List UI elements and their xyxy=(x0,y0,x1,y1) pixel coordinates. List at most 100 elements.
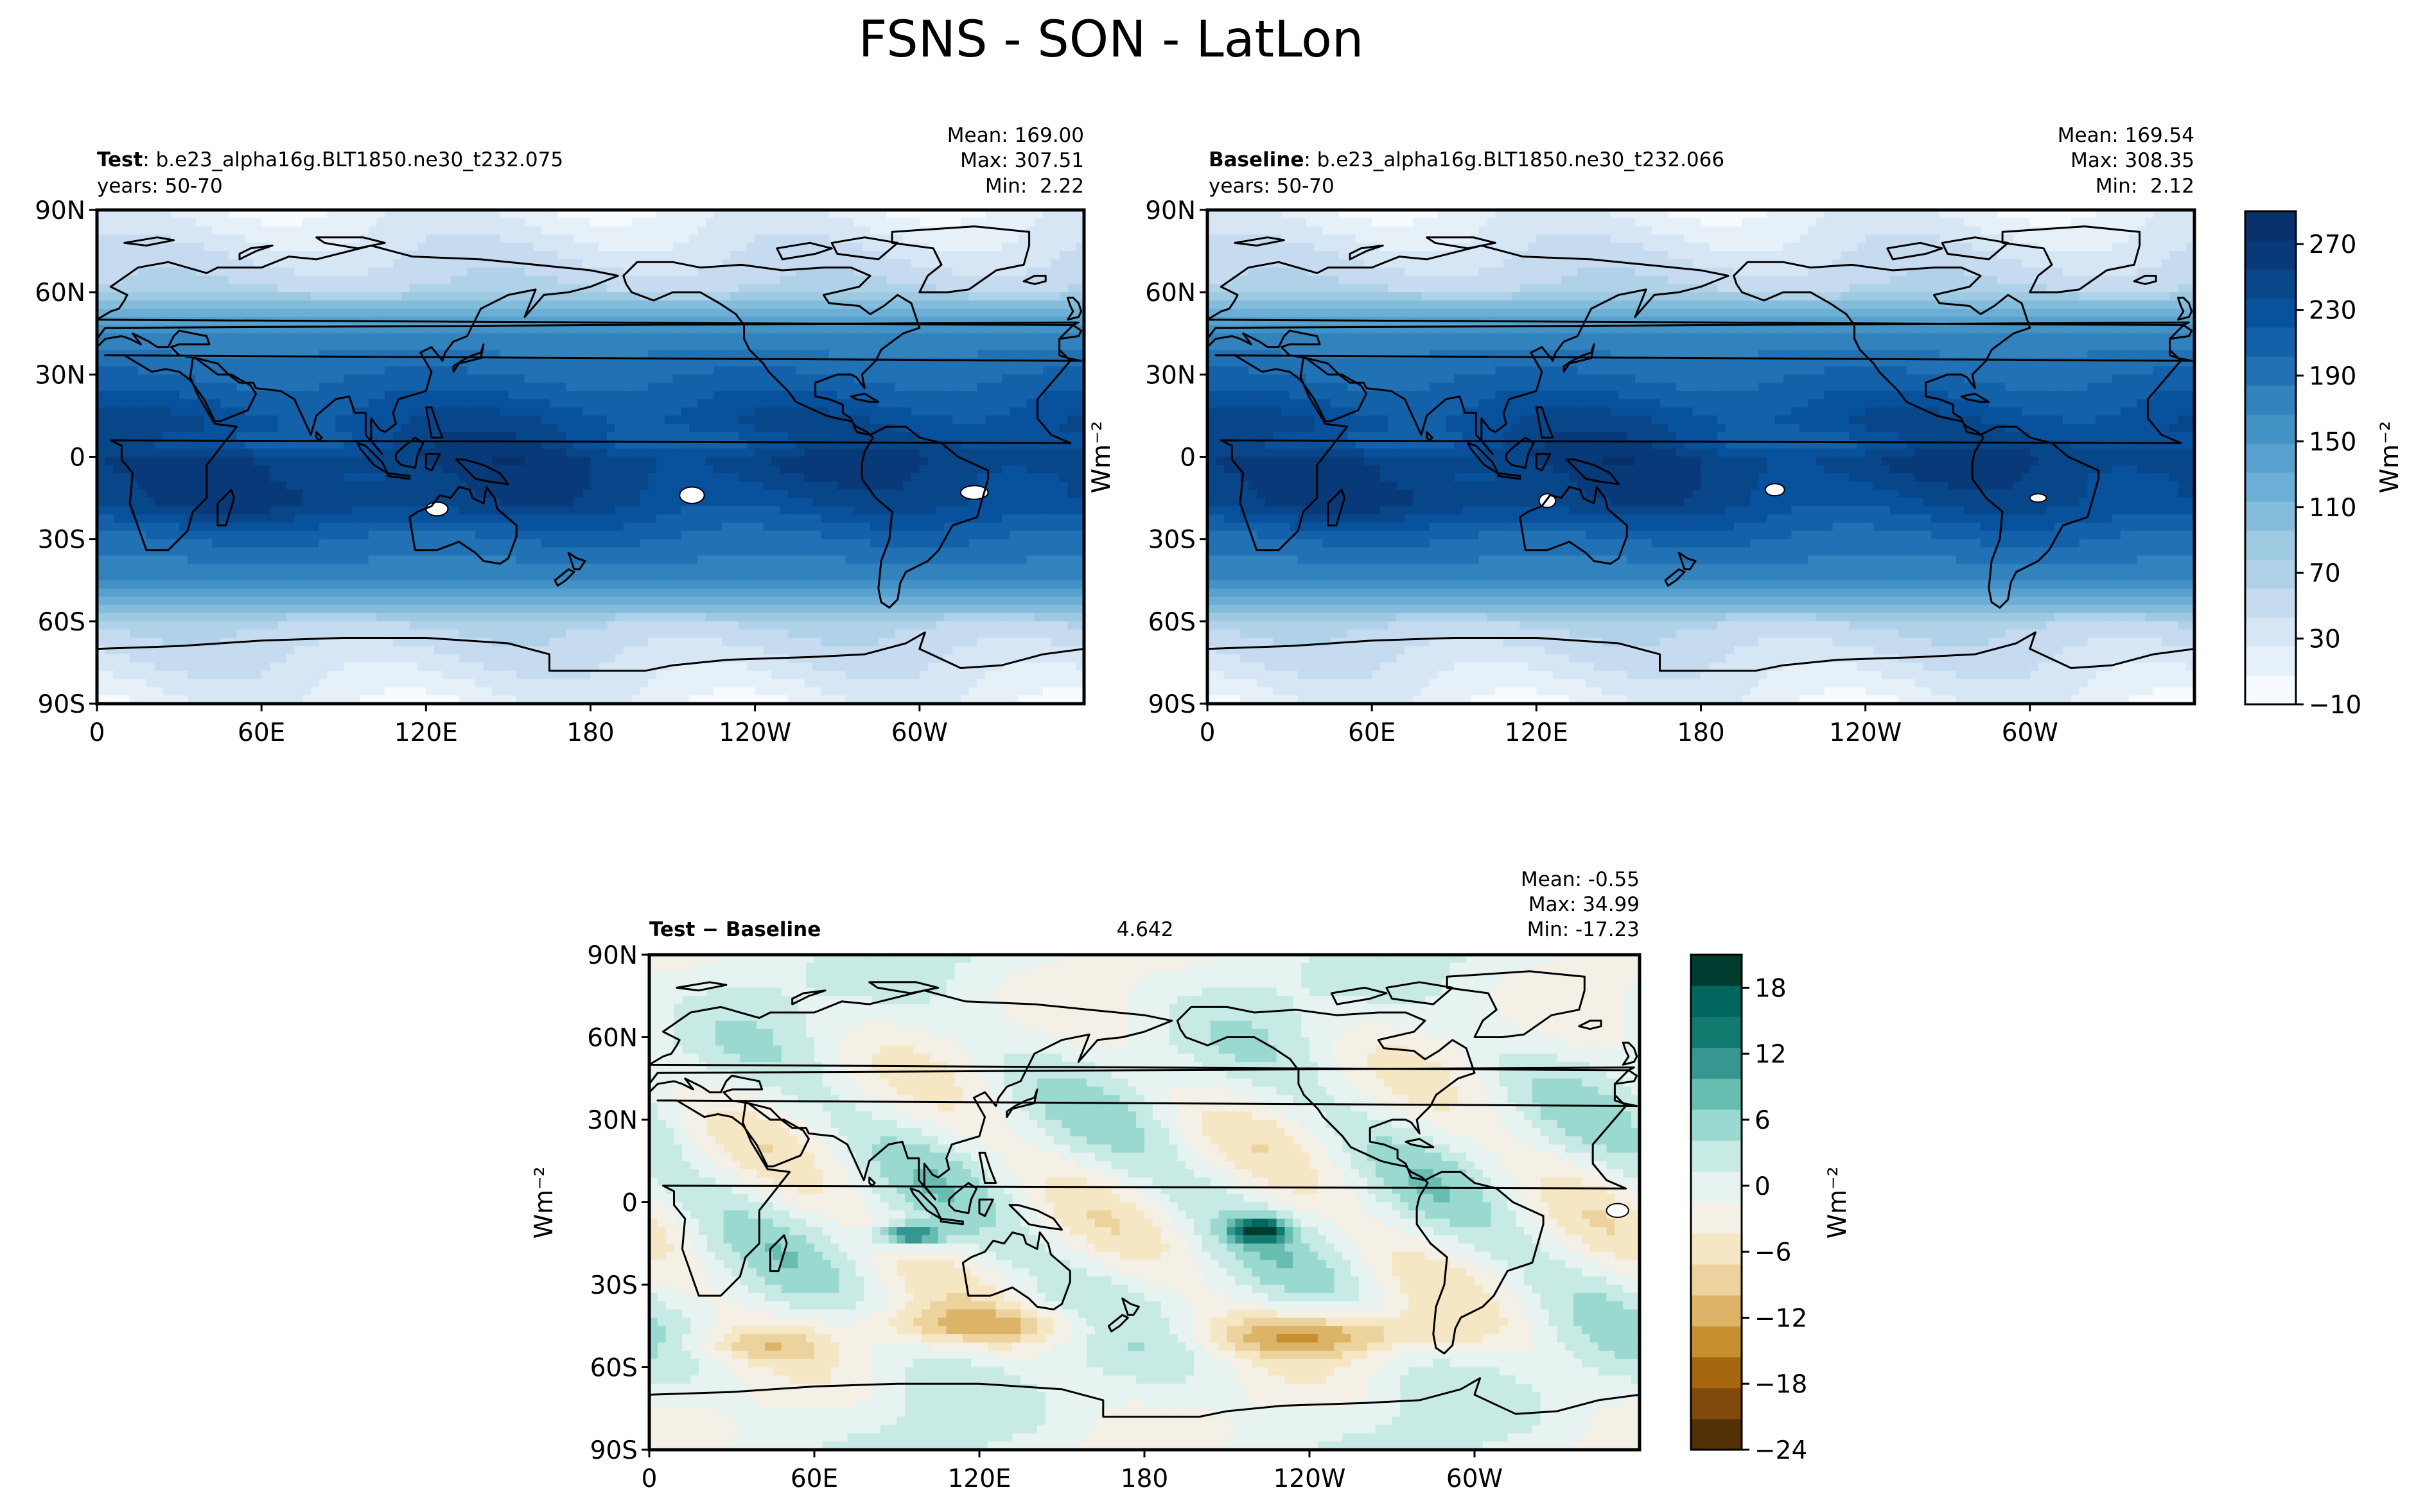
field-cell xyxy=(919,308,929,318)
field-cell xyxy=(1042,481,1052,491)
field-cell xyxy=(994,300,1002,309)
field-cell xyxy=(1067,498,1077,507)
field-cell xyxy=(573,390,583,400)
field-cell xyxy=(739,251,748,260)
field-cell xyxy=(261,489,270,499)
field-cell xyxy=(895,432,904,441)
field-cell xyxy=(573,506,583,516)
field-cell xyxy=(228,308,238,318)
field-cell xyxy=(739,243,748,252)
field-cell xyxy=(919,226,929,236)
field-cell xyxy=(672,349,682,359)
field-cell xyxy=(845,399,855,408)
field-cell xyxy=(261,473,270,482)
field-cell xyxy=(1026,325,1036,335)
field-cell xyxy=(623,399,633,408)
field-cell xyxy=(475,218,484,227)
field-cell xyxy=(796,539,805,548)
field-cell xyxy=(311,308,320,318)
field-cell xyxy=(113,349,123,359)
field-cell xyxy=(162,489,172,499)
field-cell xyxy=(269,390,279,400)
field-cell xyxy=(417,210,427,219)
field-cell xyxy=(1010,267,1019,277)
field-cell xyxy=(212,383,222,392)
field-cell xyxy=(837,226,846,236)
field-cell xyxy=(1026,465,1036,474)
field-cell xyxy=(689,210,698,219)
field-cell xyxy=(500,547,509,557)
field-cell xyxy=(936,489,945,499)
field-cell xyxy=(162,390,172,400)
field-cell xyxy=(385,210,394,219)
field-cell xyxy=(500,300,509,309)
field-cell xyxy=(599,514,608,523)
field-cell xyxy=(763,473,773,482)
field-cell xyxy=(672,333,682,342)
field-cell xyxy=(154,342,164,351)
field-cell xyxy=(927,366,937,376)
field-cell xyxy=(566,481,575,491)
field-cell xyxy=(631,390,641,400)
field-cell xyxy=(1001,407,1011,417)
field-cell xyxy=(1059,390,1069,400)
field-cell xyxy=(442,275,451,285)
field-cell xyxy=(1001,292,1011,301)
field-cell xyxy=(845,226,855,236)
field-cell xyxy=(1001,342,1011,351)
field-cell xyxy=(302,383,311,392)
field-cell xyxy=(763,374,773,384)
field-cell xyxy=(393,308,402,318)
field-cell xyxy=(689,366,698,376)
field-cell xyxy=(261,407,270,417)
field-cell xyxy=(179,234,188,244)
field-cell xyxy=(532,514,542,523)
field-cell xyxy=(220,374,229,384)
field-cell xyxy=(1067,374,1077,384)
field-cell xyxy=(467,284,477,293)
field-cell xyxy=(582,506,591,516)
field-cell xyxy=(245,210,254,219)
field-cell xyxy=(599,481,608,491)
field-cell xyxy=(138,399,147,408)
field-cell xyxy=(525,514,534,523)
field-cell xyxy=(236,506,246,516)
field-cell xyxy=(1035,342,1044,351)
field-cell xyxy=(327,514,337,523)
field-cell xyxy=(483,218,493,227)
field-cell xyxy=(697,448,706,458)
field-cell xyxy=(713,292,723,301)
field-cell xyxy=(220,300,229,309)
field-cell xyxy=(442,308,451,318)
field-cell xyxy=(344,251,353,260)
field-cell xyxy=(870,284,879,293)
field-cell xyxy=(631,514,641,523)
field-cell xyxy=(1001,506,1011,516)
field-cell xyxy=(467,218,477,227)
field-cell xyxy=(138,292,147,301)
field-cell xyxy=(828,530,838,540)
field-cell xyxy=(113,251,123,260)
field-cell xyxy=(903,349,912,359)
field-cell xyxy=(689,342,698,351)
field-cell xyxy=(245,473,254,482)
field-cell xyxy=(426,399,435,408)
field-cell xyxy=(599,292,608,301)
field-cell xyxy=(780,523,789,532)
field-cell xyxy=(722,390,731,400)
field-cell xyxy=(467,473,477,482)
field-cell xyxy=(154,251,164,260)
field-cell xyxy=(261,267,270,277)
field-cell xyxy=(360,390,369,400)
field-cell xyxy=(532,539,542,548)
field-cell xyxy=(195,210,205,219)
field-cell xyxy=(261,465,270,474)
field-cell xyxy=(335,523,345,532)
field-cell xyxy=(771,308,780,318)
field-cell xyxy=(195,465,205,474)
field-cell xyxy=(821,234,830,244)
field-cell xyxy=(713,333,723,342)
field-cell xyxy=(787,292,797,301)
field-cell xyxy=(853,448,863,458)
field-cell xyxy=(245,259,254,268)
